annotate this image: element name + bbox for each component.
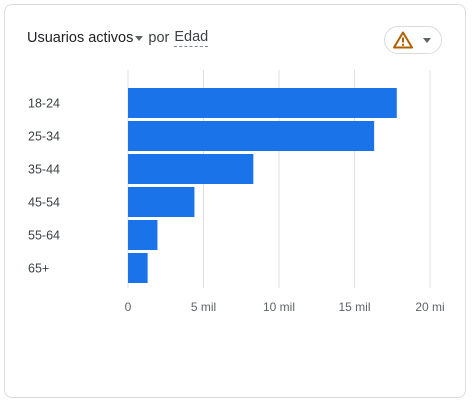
bar-45-54[interactable] bbox=[128, 187, 195, 217]
bar-35-44[interactable] bbox=[128, 154, 254, 184]
bar-55-64[interactable] bbox=[128, 220, 158, 250]
bar-65+[interactable] bbox=[128, 253, 148, 283]
category-label: 25-34 bbox=[28, 130, 60, 144]
category-label: 35-44 bbox=[28, 163, 60, 177]
x-tick-label: 0 bbox=[125, 300, 132, 314]
x-tick-label: 10 mil bbox=[263, 300, 295, 314]
category-label: 45-54 bbox=[28, 196, 60, 210]
metric-selector[interactable]: Usuarios activos bbox=[27, 30, 148, 46]
bar-25-34[interactable] bbox=[128, 121, 375, 151]
dimension-selector[interactable]: Edad bbox=[174, 29, 209, 47]
x-tick-label: 15 mil bbox=[338, 300, 370, 314]
x-tick-label: 5 mil bbox=[191, 300, 216, 314]
metric-dropdown-icon bbox=[135, 36, 144, 41]
x-tick-label: 20 mi bbox=[415, 300, 444, 314]
por-label: por bbox=[148, 30, 170, 46]
category-label: 55-64 bbox=[28, 229, 60, 243]
chevron-down-icon bbox=[423, 38, 431, 43]
category-label: 65+ bbox=[28, 262, 49, 276]
chart-card bbox=[4, 4, 466, 398]
data-quality-button[interactable] bbox=[384, 26, 442, 54]
category-label: 18-24 bbox=[28, 97, 60, 111]
metric-label: Usuarios activos bbox=[27, 30, 134, 46]
bar-18-24[interactable] bbox=[128, 88, 397, 118]
card-header: Usuarios activos por Edad bbox=[27, 27, 209, 49]
warning-icon bbox=[393, 31, 413, 49]
